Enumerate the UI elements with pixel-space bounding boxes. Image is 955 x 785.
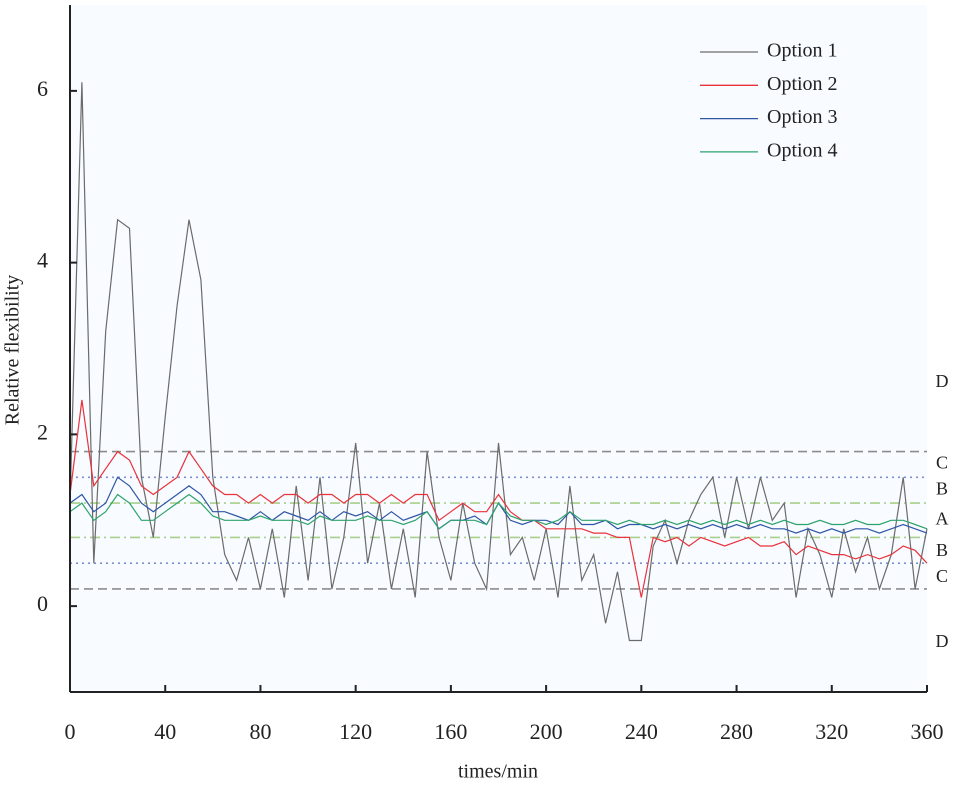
y-tick-label: 6 <box>37 76 48 101</box>
x-tick-label: 0 <box>65 719 76 744</box>
x-tick-label: 280 <box>720 719 753 744</box>
x-tick-label: 240 <box>625 719 658 744</box>
x-tick-label: 40 <box>154 719 176 744</box>
zone-label: C <box>936 566 948 586</box>
zone-label: B <box>936 478 948 498</box>
zone-label: C <box>936 453 948 473</box>
zone-label: B <box>936 540 948 560</box>
x-tick-label: 120 <box>339 719 372 744</box>
series-line <box>69 399 928 598</box>
series-line <box>69 493 928 530</box>
legend-label: Option 4 <box>767 139 838 161</box>
legend-label: Option 3 <box>767 106 838 128</box>
y-axis-label: Relative flexibility <box>2 275 24 426</box>
legend-label: Option 2 <box>767 73 838 95</box>
x-tick-label: 160 <box>434 719 467 744</box>
x-tick-label: 200 <box>530 719 563 744</box>
y-tick-label: 4 <box>37 248 48 273</box>
legend-label: Option 1 <box>767 40 838 62</box>
y-tick-label: 2 <box>37 419 48 444</box>
x-axis-label: times/min <box>458 761 538 783</box>
zone-label: D <box>936 631 949 651</box>
x-tick-label: 320 <box>815 719 848 744</box>
zone-label: A <box>936 508 949 528</box>
y-tick-label: 0 <box>37 591 48 616</box>
plot-area <box>70 5 927 692</box>
x-tick-label: 360 <box>911 719 944 744</box>
series-line <box>69 82 928 642</box>
zone-label: D <box>936 371 949 391</box>
x-tick-label: 80 <box>249 719 271 744</box>
